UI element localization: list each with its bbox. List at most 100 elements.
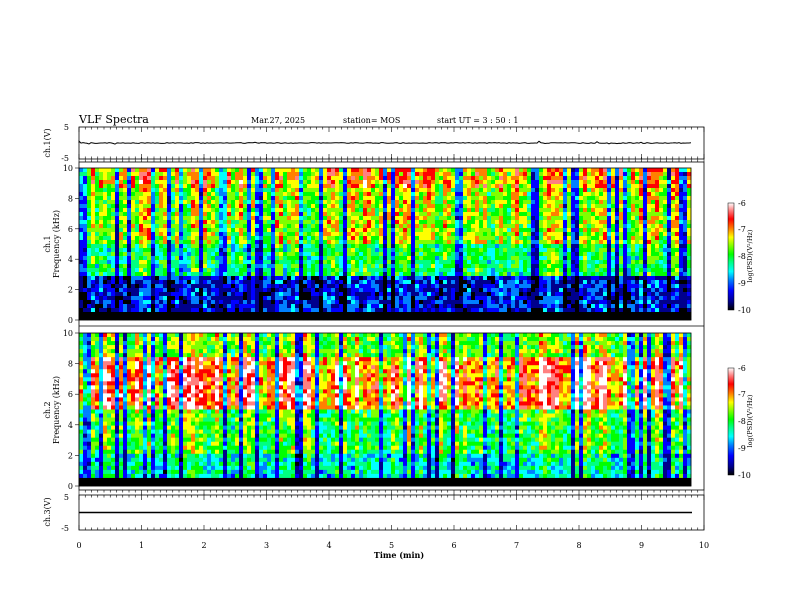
spectrogram-cell bbox=[563, 228, 568, 233]
ch1-waveform-panel: 5 -5 ch.1(V) bbox=[43, 123, 705, 163]
spectrogram-cell bbox=[351, 316, 356, 321]
spectrogram-cell bbox=[143, 184, 148, 189]
spectrogram-cell bbox=[535, 172, 540, 177]
spectrogram-cell bbox=[499, 232, 504, 237]
spectrogram-cell bbox=[447, 232, 452, 237]
spectrogram-cell bbox=[447, 256, 452, 261]
spectrogram-cell bbox=[399, 208, 404, 213]
spectrogram-cell bbox=[215, 168, 220, 173]
spectrogram-cell bbox=[395, 196, 400, 201]
spectrogram-cell bbox=[367, 172, 372, 177]
spectrogram-cell bbox=[163, 176, 168, 181]
spectrogram-cell bbox=[515, 308, 520, 313]
spectrogram-cell bbox=[539, 192, 544, 197]
spectrogram-cell bbox=[135, 216, 140, 221]
spectrogram-cell bbox=[195, 172, 200, 177]
spectrogram-cell bbox=[315, 296, 320, 301]
spectrogram-cell bbox=[559, 248, 564, 253]
spectrogram-cell bbox=[411, 264, 416, 269]
spectrogram-cell bbox=[163, 204, 168, 209]
spectrogram-cell bbox=[115, 316, 120, 321]
spectrogram-cell bbox=[447, 172, 452, 177]
spectrogram-cell bbox=[211, 256, 216, 261]
spectrogram-cell bbox=[191, 296, 196, 301]
spectrogram-cell bbox=[311, 188, 316, 193]
spectrogram-cell bbox=[327, 204, 332, 209]
spectrogram-cell bbox=[383, 184, 388, 189]
spectrogram-cell bbox=[159, 244, 164, 249]
spectrogram-cell bbox=[95, 220, 100, 225]
spectrogram-cell bbox=[359, 212, 364, 217]
spectrogram-cell bbox=[143, 168, 148, 173]
spectrogram-cell bbox=[527, 224, 532, 229]
spectrogram-cell bbox=[355, 268, 360, 273]
spectrogram-cell bbox=[443, 316, 448, 321]
spectrogram-cell bbox=[475, 264, 480, 269]
spectrogram-cell bbox=[271, 220, 276, 225]
spectrogram-cell bbox=[107, 244, 112, 249]
spectrogram-cell bbox=[287, 280, 292, 285]
spectrogram-cell bbox=[115, 236, 120, 241]
spectrogram-cell bbox=[363, 220, 368, 225]
spectrogram-cell bbox=[531, 212, 536, 217]
spectrogram-cell bbox=[555, 312, 560, 317]
spectrogram-cell bbox=[235, 284, 240, 289]
spectrogram-cell bbox=[223, 224, 228, 229]
spectrogram-cell bbox=[175, 228, 180, 233]
spectrogram-cell bbox=[211, 232, 216, 237]
spectrogram-cell bbox=[363, 284, 368, 289]
spectrogram-cell bbox=[487, 280, 492, 285]
spectrogram-cell bbox=[235, 264, 240, 269]
spectrogram-cell bbox=[95, 296, 100, 301]
spectrogram-cell bbox=[259, 256, 264, 261]
spectrogram-cell bbox=[167, 176, 172, 181]
spectrogram-cell bbox=[283, 276, 288, 281]
spectrogram-cell bbox=[543, 204, 548, 209]
spectrogram-cell bbox=[395, 252, 400, 257]
spectrogram-cell bbox=[543, 208, 548, 213]
spectrogram-cell bbox=[419, 216, 424, 221]
spectrogram-cell bbox=[447, 304, 452, 309]
spectrogram-cell bbox=[407, 260, 412, 265]
spectrogram-cell bbox=[207, 188, 212, 193]
spectrogram-cell bbox=[507, 216, 512, 221]
spectrogram-cell bbox=[151, 228, 156, 233]
spectrogram-cell bbox=[187, 180, 192, 185]
spectrogram-cell bbox=[235, 176, 240, 181]
spectrogram-cell bbox=[211, 288, 216, 293]
spectrogram-cell bbox=[319, 204, 324, 209]
spectrogram-cell bbox=[559, 264, 564, 269]
spectrogram-cell bbox=[443, 304, 448, 309]
spectrogram-cell bbox=[407, 224, 412, 229]
spectrogram-cell bbox=[227, 240, 232, 245]
spectrogram-cell bbox=[347, 224, 352, 229]
spectrogram-cell bbox=[259, 236, 264, 241]
spectrogram-cell bbox=[507, 172, 512, 177]
spectrogram-cell bbox=[539, 212, 544, 217]
spectrogram-cell bbox=[99, 200, 104, 205]
spectrogram-cell bbox=[559, 268, 564, 273]
spectrogram-cell bbox=[403, 192, 408, 197]
spectrogram-cell bbox=[171, 220, 176, 225]
spectrogram-cell bbox=[131, 208, 136, 213]
spectrogram-cell bbox=[375, 176, 380, 181]
spectrogram-cell bbox=[155, 284, 160, 289]
spectrogram-cell bbox=[419, 308, 424, 313]
spectrogram-cell bbox=[511, 232, 516, 237]
spectrogram-cell bbox=[375, 288, 380, 293]
spectrogram-cell bbox=[479, 304, 484, 309]
ch1-spectrogram-image bbox=[79, 168, 692, 321]
spectrogram-cell bbox=[459, 252, 464, 257]
spectrogram-cell bbox=[167, 248, 172, 253]
spectrogram-cell bbox=[99, 236, 104, 241]
spectrogram-cell bbox=[407, 188, 412, 193]
spectrogram-cell bbox=[251, 240, 256, 245]
spectrogram-cell bbox=[539, 200, 544, 205]
spectrogram-cell bbox=[251, 256, 256, 261]
spectrogram-cell bbox=[99, 216, 104, 221]
spectrogram-cell bbox=[323, 224, 328, 229]
spectrogram-cell bbox=[343, 308, 348, 313]
spectrogram-cell bbox=[179, 184, 184, 189]
spectrogram-cell bbox=[371, 172, 376, 177]
spectrogram-cell bbox=[79, 264, 84, 269]
